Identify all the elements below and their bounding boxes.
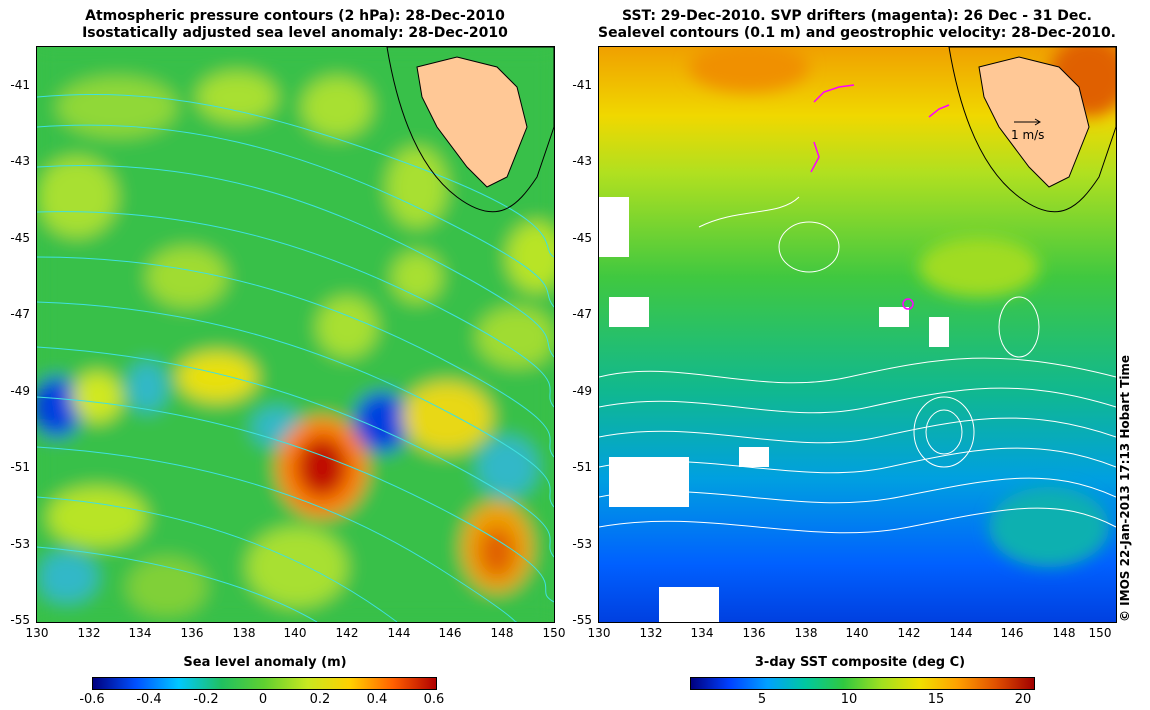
lon-tick-left: 148 (490, 626, 514, 640)
lon-tick-right: 146 (1000, 626, 1024, 640)
pressure-contours (37, 94, 554, 622)
lat-tick-right: -43 (572, 154, 592, 168)
left-title: Atmospheric pressure contours (2 hPa): 2… (36, 8, 554, 42)
left-colorbar-tick: -0.2 (193, 692, 219, 707)
right-title-line1: SST: 29-Dec-2010. SVP drifters (magenta)… (622, 8, 1092, 24)
lat-tick-left: -43 (10, 154, 30, 168)
left-colorbar-tick: 0.4 (366, 692, 388, 707)
sealevel-contours (599, 196, 1116, 534)
cloud-mask (599, 197, 949, 622)
lon-tick-left: 138 (232, 626, 256, 640)
lon-tick-left: 150 (542, 626, 566, 640)
right-map-panel: 1 m/s (598, 46, 1117, 623)
right-colorbar-tick: 20 (1014, 692, 1032, 707)
left-title-line1: Atmospheric pressure contours (2 hPa): 2… (85, 8, 505, 24)
lat-tick-right: -49 (572, 384, 592, 398)
lat-tick-right: -51 (572, 460, 592, 474)
lon-tick-left: 146 (438, 626, 462, 640)
lon-tick-right: 136 (742, 626, 766, 640)
lat-tick-left: -55 (10, 613, 30, 627)
lat-tick-right: -47 (572, 307, 592, 321)
lon-tick-right: 130 (587, 626, 611, 640)
lon-tick-left: 136 (180, 626, 204, 640)
lon-tick-left: 142 (335, 626, 359, 640)
lat-tick-left: -41 (10, 78, 30, 92)
right-title: SST: 29-Dec-2010. SVP drifters (magenta)… (598, 8, 1116, 42)
lat-tick-left: -53 (10, 537, 30, 551)
sst-map: 1 m/s (599, 47, 1116, 622)
lon-tick-right: 144 (949, 626, 973, 640)
left-colorbar (92, 677, 437, 690)
left-colorbar-tick: 0.2 (309, 692, 331, 707)
lon-tick-right: 150 (1088, 626, 1112, 640)
lon-tick-left: 134 (128, 626, 152, 640)
right-colorbar (690, 677, 1035, 690)
svp-drifters (810, 84, 950, 310)
lon-tick-right: 132 (639, 626, 663, 640)
left-map-panel (36, 46, 555, 623)
lon-tick-left: 132 (77, 626, 101, 640)
left-colorbar-tick: 0.6 (423, 692, 445, 707)
velocity-scale: 1 m/s (1011, 118, 1044, 142)
lon-tick-right: 142 (897, 626, 921, 640)
right-colorbar-tick: 10 (840, 692, 858, 707)
credit-text: © IMOS 22-Jan-2013 17:13 Hobart Time (1118, 354, 1132, 622)
right-colorbar-tick: 15 (927, 692, 945, 707)
lat-tick-right: -45 (572, 231, 592, 245)
right-colorbar-tick: 5 (757, 692, 767, 707)
lon-tick-left: 130 (25, 626, 49, 640)
lon-tick-right: 138 (794, 626, 818, 640)
lon-tick-right: 148 (1052, 626, 1076, 640)
left-colorbar-tick: 0 (258, 692, 268, 707)
lon-tick-right: 140 (845, 626, 869, 640)
left-title-line2: Isostatically adjusted sea level anomaly… (82, 25, 508, 41)
left-colorbar-label: Sea level anomaly (m) (183, 655, 347, 670)
lat-tick-right: -41 (572, 78, 592, 92)
lat-tick-left: -45 (10, 231, 30, 245)
lat-tick-right: -53 (572, 537, 592, 551)
lon-tick-left: 144 (387, 626, 411, 640)
right-colorbar-label: 3-day SST composite (deg C) (754, 655, 966, 670)
lat-tick-left: -47 (10, 307, 30, 321)
lat-tick-right: -55 (572, 613, 592, 627)
lat-tick-left: -51 (10, 460, 30, 474)
tasmania-land (386, 47, 554, 213)
lon-tick-right: 134 (690, 626, 714, 640)
velocity-scale-label: 1 m/s (1011, 128, 1044, 142)
left-colorbar-tick: -0.6 (79, 692, 105, 707)
lat-tick-left: -49 (10, 384, 30, 398)
lon-tick-left: 140 (283, 626, 307, 640)
right-title-line2: Sealevel contours (0.1 m) and geostrophi… (598, 25, 1116, 41)
left-colorbar-tick: -0.4 (136, 692, 162, 707)
sst-warm-patches (689, 47, 1116, 567)
sea-level-anomaly-map (37, 47, 554, 622)
